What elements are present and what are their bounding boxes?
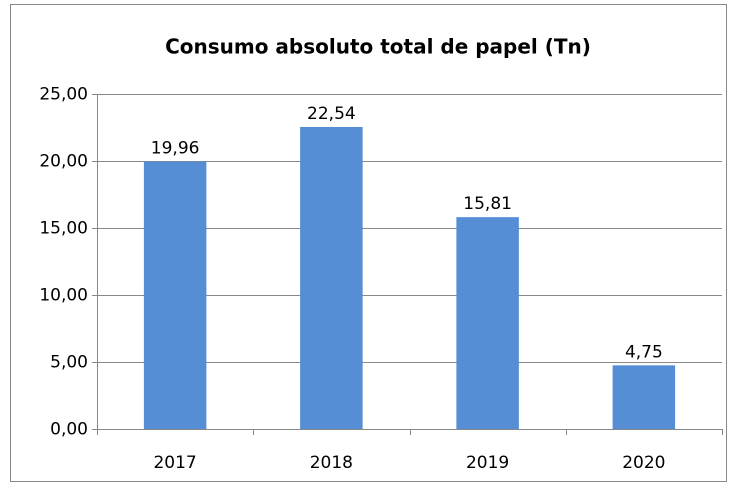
bar bbox=[612, 365, 676, 429]
x-tick-label: 2017 bbox=[153, 453, 196, 473]
bar bbox=[143, 161, 207, 429]
value-label: 19,96 bbox=[151, 139, 200, 159]
value-label: 15,81 bbox=[463, 194, 512, 214]
y-tick-label: 20,00 bbox=[39, 152, 88, 172]
bar bbox=[300, 126, 363, 430]
y-tick-label: 25,00 bbox=[39, 85, 88, 105]
bar bbox=[456, 217, 519, 429]
y-tick-label: 0,00 bbox=[50, 420, 88, 440]
x-tick-label: 2018 bbox=[310, 453, 353, 473]
chart-border bbox=[10, 4, 727, 482]
chart-title: Consumo absoluto total de papel (Tn) bbox=[165, 35, 591, 59]
x-tick-label: 2020 bbox=[622, 453, 665, 473]
x-tick-label: 2019 bbox=[466, 453, 509, 473]
value-label: 22,54 bbox=[307, 104, 356, 124]
value-label: 4,75 bbox=[625, 342, 663, 362]
y-tick-label: 15,00 bbox=[39, 219, 88, 239]
y-tick-label: 10,00 bbox=[39, 286, 88, 306]
y-tick-label: 5,00 bbox=[50, 353, 88, 373]
